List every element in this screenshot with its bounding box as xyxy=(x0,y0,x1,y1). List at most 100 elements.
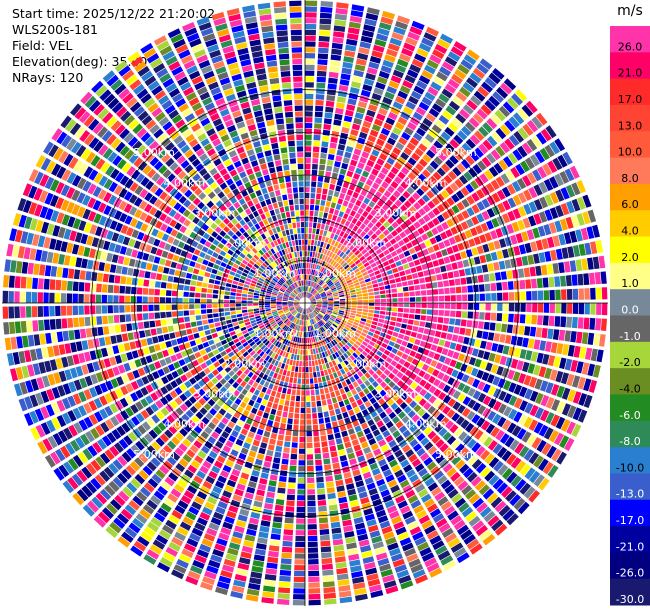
gate xyxy=(522,361,530,373)
gate xyxy=(170,410,180,420)
gate xyxy=(314,111,323,118)
gate xyxy=(178,284,184,291)
gate xyxy=(307,314,310,320)
gate xyxy=(410,381,418,390)
gate xyxy=(408,261,415,268)
gate xyxy=(24,396,33,410)
gate xyxy=(333,191,340,198)
gate xyxy=(321,282,326,288)
gate xyxy=(328,245,334,251)
gate xyxy=(47,346,55,358)
gate xyxy=(313,276,317,282)
gate xyxy=(523,267,531,278)
gate xyxy=(366,237,374,244)
gate xyxy=(537,166,547,179)
gate xyxy=(503,380,512,391)
gate xyxy=(43,319,50,331)
gate xyxy=(224,374,231,381)
gate xyxy=(200,362,208,370)
gate xyxy=(344,255,350,262)
gate xyxy=(214,280,221,285)
gate xyxy=(396,185,405,194)
gate xyxy=(283,405,289,412)
gate xyxy=(354,285,361,289)
gate xyxy=(357,347,364,353)
gate xyxy=(38,319,45,331)
gate xyxy=(354,282,360,287)
gate xyxy=(601,287,608,300)
gate xyxy=(138,453,149,464)
gate xyxy=(287,314,292,319)
gate xyxy=(356,528,367,536)
gate xyxy=(326,219,331,226)
gate xyxy=(454,178,464,189)
gate xyxy=(241,388,248,396)
gate xyxy=(445,186,454,196)
gate xyxy=(212,289,219,294)
gate xyxy=(163,333,170,341)
gate xyxy=(141,421,151,431)
gate xyxy=(175,407,184,416)
field-label: Field: VEL xyxy=(12,38,73,53)
gate xyxy=(145,406,155,416)
gate xyxy=(388,372,396,380)
gate xyxy=(165,290,172,296)
gate xyxy=(453,326,460,334)
gate xyxy=(460,159,471,169)
gate xyxy=(49,319,56,330)
gate xyxy=(485,303,491,311)
gate xyxy=(412,132,423,142)
gate xyxy=(235,296,242,300)
gate xyxy=(363,299,369,303)
gate xyxy=(187,266,194,273)
gate xyxy=(35,424,46,438)
gate xyxy=(219,378,227,385)
gate xyxy=(323,592,336,599)
gate xyxy=(309,319,312,325)
gate xyxy=(521,104,534,117)
gate xyxy=(411,458,422,468)
gate xyxy=(341,187,348,194)
gate xyxy=(535,112,548,126)
gate xyxy=(324,206,330,213)
gate xyxy=(214,460,223,469)
gate xyxy=(306,396,311,402)
gate xyxy=(221,362,228,369)
gate xyxy=(114,388,124,398)
gate xyxy=(329,142,337,149)
gate xyxy=(430,81,442,92)
gate xyxy=(533,422,544,434)
gate xyxy=(295,395,301,402)
gate xyxy=(303,308,305,314)
gate xyxy=(485,423,496,434)
gate xyxy=(334,556,346,563)
gate xyxy=(320,435,327,442)
gate xyxy=(202,480,213,490)
gate xyxy=(417,327,425,334)
gate xyxy=(432,171,442,181)
gate xyxy=(450,295,456,302)
gate xyxy=(301,308,304,314)
gate xyxy=(391,348,398,355)
gate xyxy=(567,344,575,357)
gate xyxy=(565,184,576,198)
gate xyxy=(135,440,145,451)
gate xyxy=(268,414,275,421)
gate xyxy=(405,449,415,458)
gate xyxy=(149,320,156,328)
gate xyxy=(431,486,442,497)
gate xyxy=(147,445,157,455)
gate xyxy=(412,428,422,438)
gate xyxy=(490,230,498,240)
gate xyxy=(133,540,147,552)
gate xyxy=(265,425,272,432)
gate xyxy=(247,338,254,344)
gate xyxy=(339,268,345,274)
gate xyxy=(452,390,461,400)
gate xyxy=(345,300,351,303)
gate xyxy=(330,340,336,347)
gate xyxy=(355,340,362,346)
gate xyxy=(251,394,258,402)
gate xyxy=(317,412,324,419)
gate xyxy=(286,424,293,430)
